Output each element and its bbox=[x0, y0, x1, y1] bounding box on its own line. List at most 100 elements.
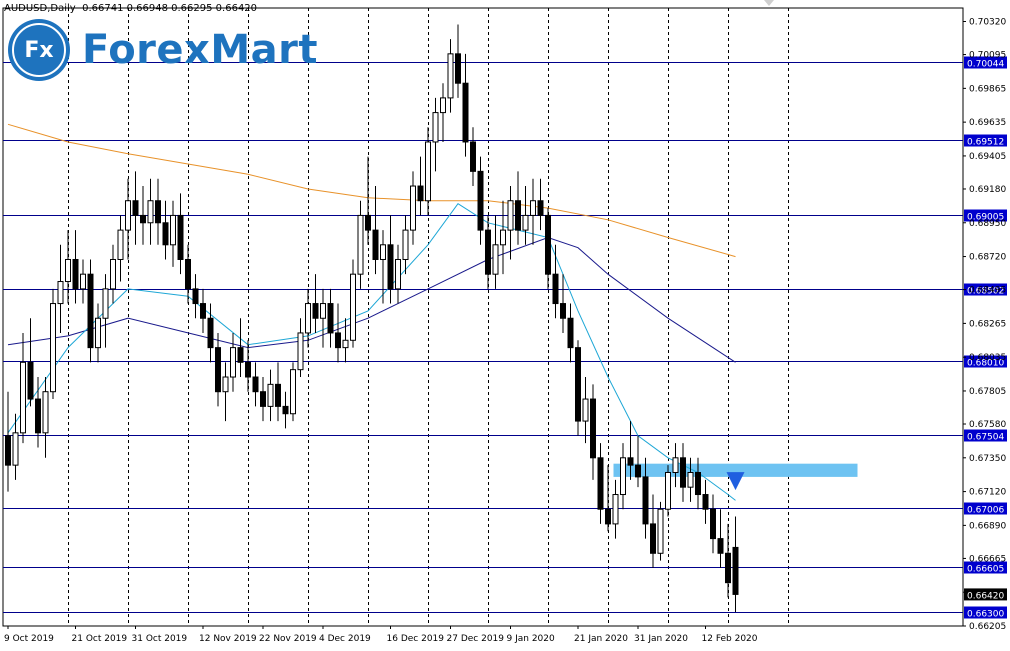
level-label: 0.66605 bbox=[967, 565, 1004, 575]
current-price-bg bbox=[964, 588, 1007, 601]
y-tick-label: 0.68035 bbox=[969, 353, 1006, 363]
candle-body-bear bbox=[140, 214, 146, 224]
level-label-bg bbox=[964, 134, 1007, 147]
candle-body-bear bbox=[282, 405, 289, 415]
candle-body-bull bbox=[65, 258, 71, 283]
candle-body-bear bbox=[710, 508, 716, 540]
level-label: 0.69005 bbox=[967, 213, 1004, 223]
candle bbox=[702, 479, 709, 524]
candle bbox=[552, 244, 559, 319]
candle-body-bear bbox=[732, 546, 739, 595]
candle-body-bull bbox=[117, 229, 124, 260]
candle-body-bull bbox=[395, 258, 401, 290]
candle-body-bull bbox=[530, 200, 536, 216]
candle-body-bear bbox=[237, 347, 244, 363]
scroll-marker-icon[interactable] bbox=[764, 0, 774, 6]
candle bbox=[710, 494, 716, 554]
candle-body-bear bbox=[27, 361, 34, 400]
candle bbox=[162, 200, 169, 260]
candle-body-bear bbox=[605, 508, 611, 525]
candle-body-bear bbox=[177, 214, 184, 260]
candle bbox=[650, 494, 656, 568]
candle bbox=[477, 156, 484, 245]
candle-body-bear bbox=[162, 222, 169, 246]
candle bbox=[245, 340, 251, 392]
candle bbox=[470, 127, 476, 187]
candle-body-bear bbox=[245, 361, 251, 378]
candle-body-bear bbox=[575, 347, 581, 422]
candles-layer bbox=[5, 24, 745, 613]
candle-body-bull bbox=[410, 185, 416, 231]
y-tick-label: 0.69865 bbox=[969, 84, 1006, 94]
candle bbox=[695, 457, 701, 510]
candle-body-bear bbox=[185, 258, 191, 290]
candle bbox=[140, 186, 146, 245]
candle bbox=[305, 288, 311, 348]
candle-body-bear bbox=[545, 214, 551, 275]
candle-body-bear bbox=[155, 200, 161, 224]
candle bbox=[635, 435, 641, 488]
x-tick-label: 16 Dec 2019 bbox=[387, 634, 445, 644]
candle-body-bull bbox=[170, 214, 176, 246]
candle bbox=[582, 377, 589, 444]
candle bbox=[462, 53, 469, 157]
axis-layer: 0.70044 0.69512 0.69005 0.68502 0.68010 0.675… bbox=[4, 0, 1007, 644]
candle-body-bear bbox=[462, 82, 469, 143]
candle bbox=[410, 171, 416, 245]
candle bbox=[12, 413, 19, 480]
candle bbox=[320, 288, 326, 348]
symbol-header: AUDUSD,Daily 0.66741 0.66948 0.66295 0.6… bbox=[4, 3, 257, 14]
candle bbox=[620, 443, 626, 510]
y-tick-label: 0.67580 bbox=[969, 420, 1006, 430]
candle bbox=[297, 318, 304, 378]
candle bbox=[612, 479, 619, 539]
candle-body-bull bbox=[102, 288, 109, 319]
candle bbox=[560, 274, 566, 333]
level-label: 0.68010 bbox=[967, 359, 1004, 369]
x-tick-label: 31 Jan 2020 bbox=[634, 634, 688, 644]
candle-body-bull bbox=[57, 281, 64, 305]
candle bbox=[207, 303, 214, 363]
logo-badge-icon: Fx bbox=[8, 19, 70, 81]
candle bbox=[447, 39, 454, 113]
y-tick-label: 0.70320 bbox=[969, 18, 1006, 28]
candle bbox=[117, 215, 124, 282]
candle bbox=[492, 215, 499, 289]
plot-frame bbox=[2, 7, 964, 627]
candle bbox=[455, 24, 461, 98]
candle-body-bear bbox=[455, 53, 461, 84]
candle-body-bull bbox=[95, 317, 101, 349]
candle bbox=[537, 178, 544, 231]
candle bbox=[275, 362, 281, 422]
candle bbox=[327, 288, 334, 348]
candle bbox=[522, 186, 529, 245]
level-label-bg bbox=[964, 561, 1007, 574]
candle bbox=[515, 171, 521, 245]
candle-body-bear bbox=[260, 391, 266, 407]
y-tick-label: 0.69180 bbox=[969, 185, 1006, 195]
y-tick-label: 0.67805 bbox=[969, 387, 1006, 397]
candle bbox=[72, 230, 79, 304]
candle-body-bull bbox=[507, 200, 514, 231]
x-tick-label: 9 Oct 2019 bbox=[4, 634, 54, 644]
candle bbox=[657, 501, 664, 561]
candle bbox=[575, 340, 581, 436]
candle bbox=[42, 377, 49, 458]
candle bbox=[102, 274, 109, 348]
candle bbox=[687, 457, 694, 502]
candle-body-bear bbox=[717, 538, 724, 554]
candle bbox=[200, 288, 206, 333]
candle-body-bull bbox=[297, 332, 304, 371]
candle-body-bull bbox=[582, 398, 589, 422]
x-tick-label: 21 Oct 2019 bbox=[72, 634, 128, 644]
candle bbox=[80, 259, 86, 304]
logo-brand-text: ForexMart bbox=[82, 27, 318, 73]
candle-body-bear bbox=[327, 303, 334, 334]
candle-body-bear bbox=[312, 303, 319, 319]
candle-body-bear bbox=[702, 494, 709, 510]
candle bbox=[282, 391, 289, 429]
candle bbox=[530, 178, 536, 245]
level-label-bg bbox=[964, 209, 1007, 222]
